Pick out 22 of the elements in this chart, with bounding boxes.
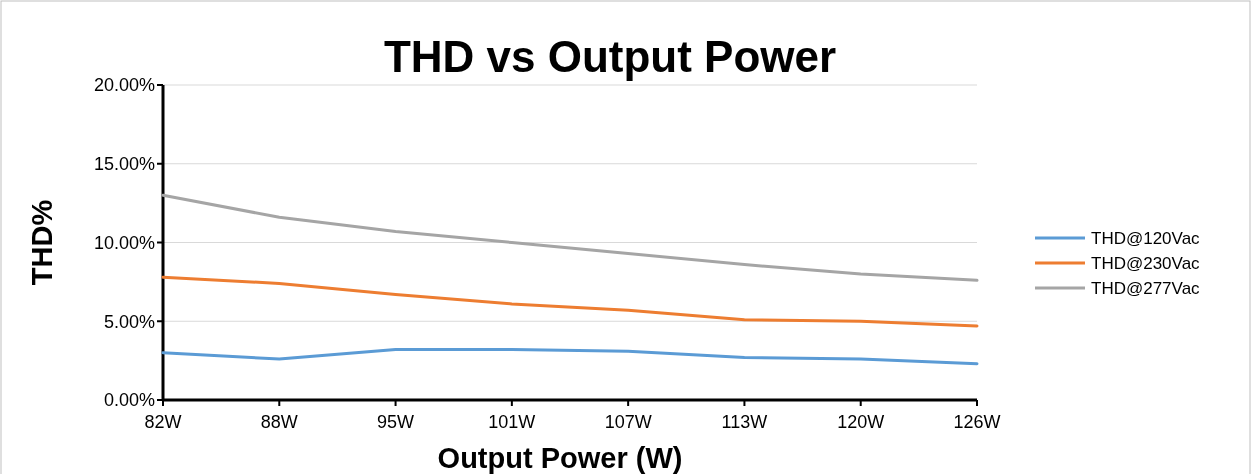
legend-label: THD@230Vac bbox=[1091, 253, 1201, 273]
y-tick-label: 15.00% bbox=[93, 154, 155, 175]
x-tick-label: 82W bbox=[144, 412, 182, 432]
x-tick-label: 95W bbox=[377, 412, 415, 432]
x-tick-label: 88W bbox=[260, 412, 298, 432]
legend-label: THD@277Vac bbox=[1091, 278, 1201, 298]
y-tick-label: 0.00% bbox=[103, 390, 155, 411]
y-tick-label: 20.00% bbox=[93, 75, 155, 96]
legend-label: THD@120Vac bbox=[1091, 228, 1201, 248]
y-tick-label: 10.00% bbox=[93, 232, 155, 253]
x-axis-title: Output Power (W) bbox=[437, 442, 683, 474]
chart-title: THD vs Output Power bbox=[383, 32, 837, 81]
y-axis-title: THD% bbox=[26, 199, 58, 286]
y-tick-label: 5.00% bbox=[103, 311, 155, 332]
line-series bbox=[161, 193, 979, 282]
line-series bbox=[161, 275, 979, 328]
x-tick-label: 101W bbox=[488, 412, 536, 432]
x-tick-label: 113W bbox=[721, 412, 768, 432]
x-tick-label: 107W bbox=[604, 412, 652, 432]
x-tick-label: 126W bbox=[953, 412, 1001, 432]
x-tick-label: 120W bbox=[837, 412, 885, 432]
line-series bbox=[161, 348, 979, 366]
